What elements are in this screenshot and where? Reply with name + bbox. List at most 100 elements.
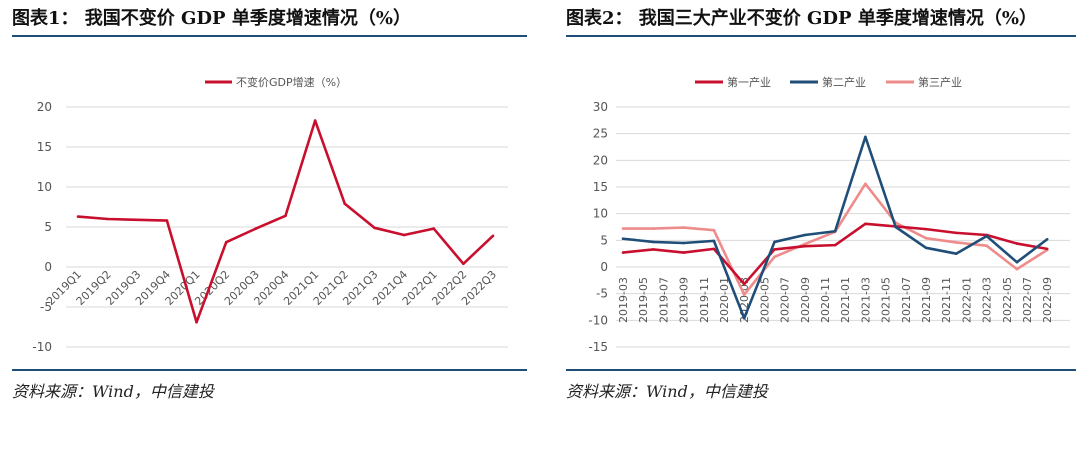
x-tick-label: 2022-01	[960, 277, 973, 323]
data-point	[652, 227, 655, 230]
data-point	[682, 251, 685, 254]
data-point	[924, 236, 928, 240]
y-tick-label: 15	[37, 140, 52, 154]
x-tick-label: 2020-11	[819, 277, 832, 323]
y-tick-label: 30	[593, 100, 608, 114]
data-point	[742, 316, 746, 320]
x-tick-label: 2019-11	[698, 277, 711, 323]
x-tick-label: 2019-09	[678, 277, 691, 323]
data-point	[803, 242, 807, 246]
y-tick-label: -10	[588, 313, 608, 327]
x-tick-label: 2019-07	[657, 277, 670, 323]
right-chart-title: 图表2： 我国三大产业不变价 GDP 单季度增速情况（%）	[566, 8, 1037, 29]
left-source-note: 资料来源：Wind，中信建投	[12, 382, 214, 401]
x-tick-label: 2022-07	[1021, 277, 1034, 323]
data-point	[343, 202, 347, 206]
gdp-growth-chart: -10-5051015202019Q12019Q22019Q32019Q4202…	[32, 75, 508, 354]
x-tick-label: 2020-01	[718, 277, 731, 323]
data-point	[76, 215, 80, 218]
y-tick-label: 15	[593, 180, 608, 194]
data-point	[773, 240, 776, 244]
right-source-note: 资料来源：Wind，中信建投	[566, 382, 768, 401]
data-point	[1015, 267, 1019, 271]
x-tick-label: 2022-05	[1001, 277, 1014, 323]
data-point	[284, 214, 287, 218]
data-point	[833, 243, 837, 247]
data-point	[682, 241, 685, 245]
y-tick-label: -15	[588, 340, 608, 354]
data-point	[773, 248, 776, 251]
x-tick-label: 2021-03	[859, 277, 872, 323]
data-point	[491, 234, 495, 238]
data-point	[712, 228, 716, 232]
legend-tertiary-label: 第三产业	[918, 75, 962, 89]
data-point	[803, 233, 807, 237]
left-bottom-rule	[12, 369, 527, 371]
data-point	[165, 219, 169, 222]
data-point	[985, 244, 988, 247]
x-tick-label: 2019-05	[637, 277, 650, 323]
x-tick-label: 2020-09	[799, 277, 812, 323]
data-point	[224, 240, 228, 244]
data-point	[803, 244, 807, 248]
y-tick-label: -5	[40, 300, 52, 314]
data-point	[682, 226, 685, 229]
x-tick-label: 2021-01	[839, 277, 852, 323]
y-tick-label: -10	[32, 340, 52, 354]
data-point	[864, 222, 867, 226]
data-point	[894, 225, 897, 229]
data-point	[621, 227, 625, 230]
data-point	[652, 248, 655, 251]
data-point	[833, 229, 837, 233]
data-point	[313, 119, 317, 122]
y-tick-label: -5	[596, 287, 608, 301]
data-point	[773, 255, 776, 259]
x-tick-label: 2019-03	[617, 277, 630, 323]
data-point	[955, 241, 958, 244]
y-tick-label: 10	[37, 180, 52, 194]
y-tick-label: 5	[600, 233, 608, 247]
left-chart-title: 图表1： 我国不变价 GDP 单季度增速情况（%）	[12, 8, 411, 29]
x-tick-label: 2020-05	[758, 277, 771, 323]
data-point	[373, 226, 376, 230]
data-point	[106, 217, 109, 221]
data-point	[864, 135, 867, 139]
legend-label-gdp: 不变价GDP增速（%）	[236, 75, 347, 89]
data-point	[621, 237, 625, 241]
data-point	[924, 246, 928, 250]
x-tick-label: 2021-11	[940, 277, 953, 323]
x-tick-label: 2022-03	[981, 277, 994, 323]
data-point	[712, 247, 716, 251]
data-point	[742, 293, 746, 297]
data-point	[742, 282, 746, 286]
data-point	[1045, 237, 1049, 241]
data-point	[462, 262, 465, 266]
y-tick-label: 10	[593, 207, 608, 221]
y-tick-label: 20	[593, 153, 608, 167]
data-point	[135, 218, 139, 222]
right-title-rule	[566, 35, 1076, 37]
left-title-rule	[12, 35, 527, 37]
data-point	[985, 234, 988, 238]
data-point	[432, 227, 436, 230]
data-point	[652, 240, 655, 244]
y-tick-label: 20	[37, 100, 52, 114]
y-tick-label: 0	[600, 260, 608, 274]
data-point	[1045, 247, 1049, 251]
data-point	[1015, 242, 1019, 245]
y-tick-label: 25	[593, 127, 608, 141]
legend-primary-label: 第一产业	[727, 75, 771, 89]
x-tick-label: 2021-09	[920, 277, 933, 323]
data-point	[254, 227, 258, 230]
x-tick-label: 2021-07	[900, 277, 913, 323]
data-point	[1015, 260, 1019, 264]
right-bottom-rule	[566, 369, 1076, 371]
industry-growth-chart: -15 -10 -5 0 5 10 15 20 25 30 2019-03 2019-05 2019-0…	[588, 75, 1070, 354]
x-tick-label: 2022-09	[1041, 277, 1054, 323]
data-point	[955, 252, 958, 255]
data-point	[621, 251, 625, 254]
data-point	[955, 231, 958, 235]
data-point	[712, 239, 716, 243]
y-tick-label: 5	[44, 220, 52, 234]
y-tick-label: 0	[44, 260, 52, 274]
